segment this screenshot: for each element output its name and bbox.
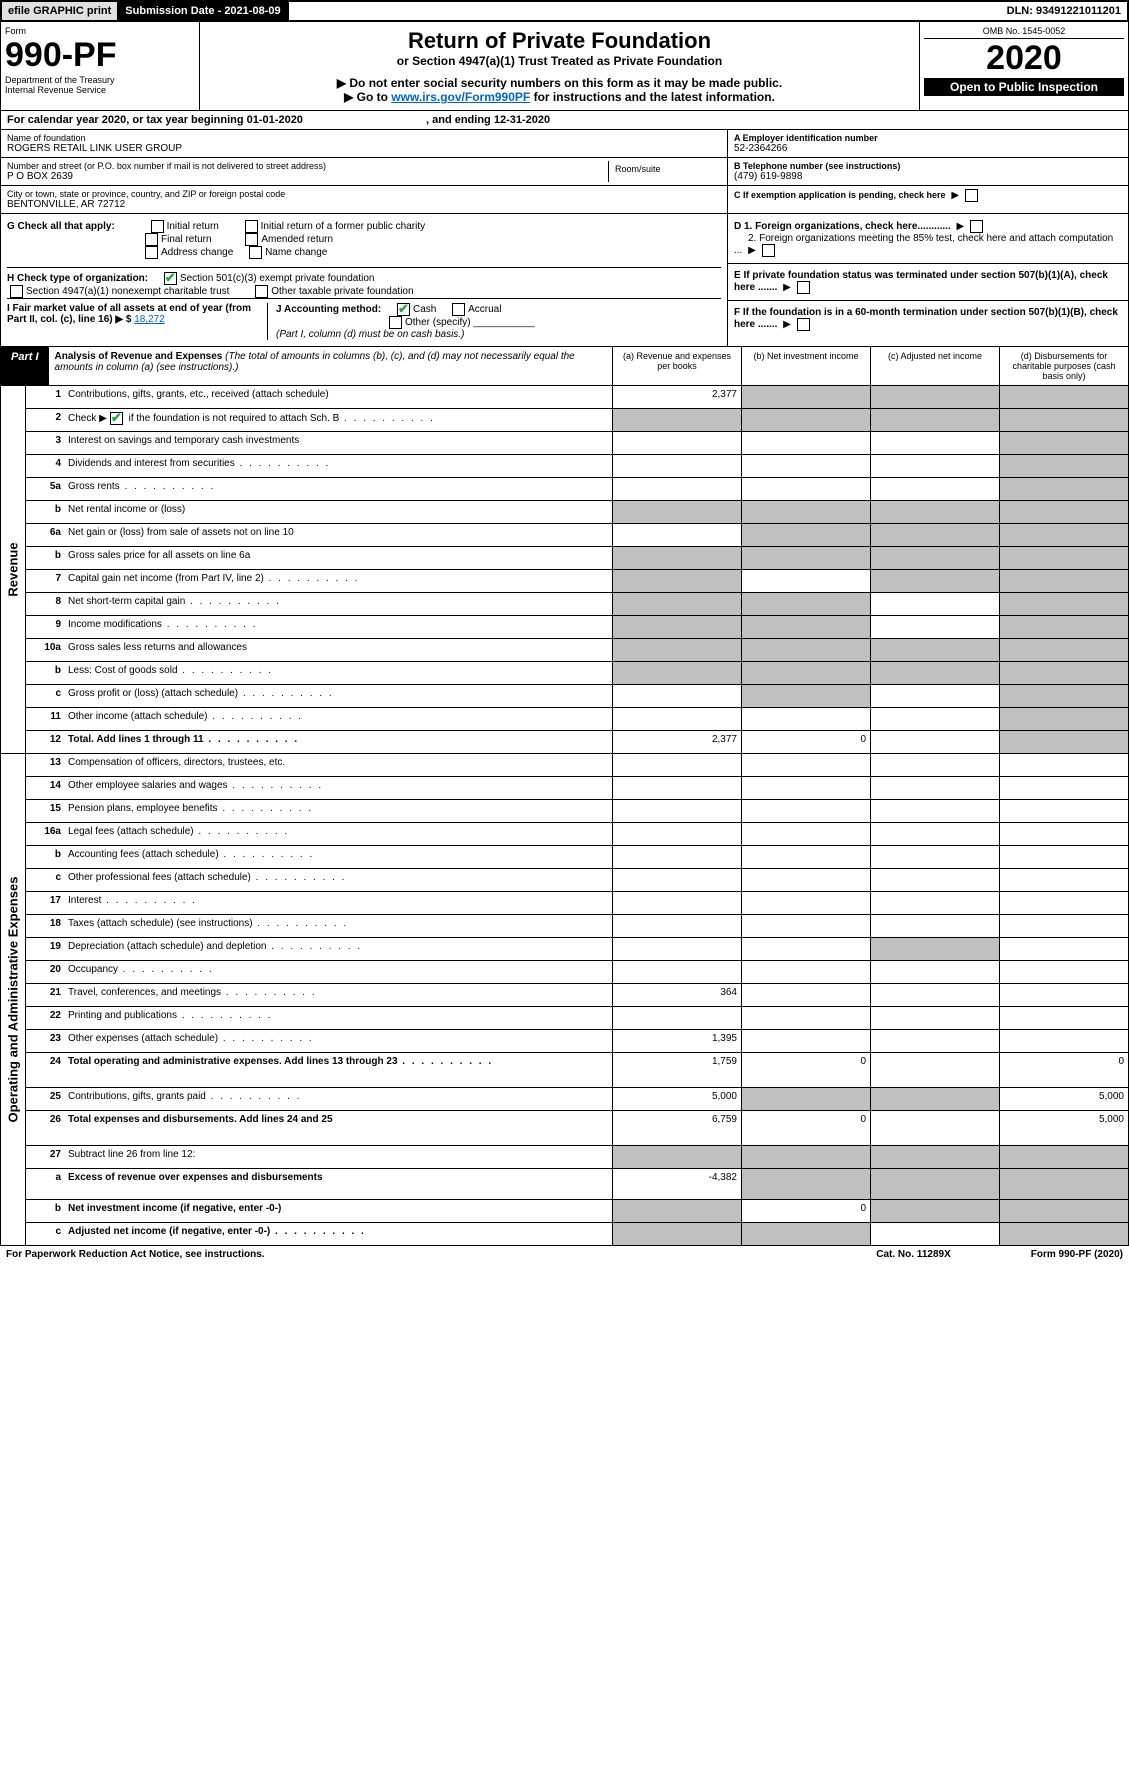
top-bar: efile GRAPHIC print Submission Date - 20…: [0, 0, 1129, 22]
c-label: C If exemption application is pending, c…: [734, 190, 946, 200]
col-a-header: (a) Revenue and expenses per books: [612, 347, 741, 385]
efile-print-button[interactable]: efile GRAPHIC print: [2, 2, 119, 20]
addr-label: Number and street (or P.O. box number if…: [7, 161, 608, 171]
address: P O BOX 2639: [7, 171, 608, 182]
c-checkbox[interactable]: [965, 189, 978, 202]
omb-number: OMB No. 1545-0052: [924, 26, 1124, 39]
form-title: Return of Private Foundation: [206, 28, 913, 54]
h-label: H Check type of organization:: [7, 273, 148, 284]
dln: DLN: 93491221011201: [1001, 2, 1127, 20]
dept-line-1: Department of the Treasury: [5, 75, 195, 85]
part-1-header: Part I Analysis of Revenue and Expenses …: [0, 347, 1129, 386]
entity-info: Name of foundation ROGERS RETAIL LINK US…: [0, 130, 1129, 214]
part-1-label: Part I: [1, 347, 49, 385]
j-cash-checkbox[interactable]: [397, 303, 410, 316]
submission-date: Submission Date - 2021-08-09: [119, 2, 288, 20]
f-label: F If the foundation is in a 60-month ter…: [734, 307, 1118, 330]
check-blocks: G Check all that apply: Initial return I…: [0, 214, 1129, 347]
revenue-table: Revenue 1Contributions, gifts, grants, e…: [0, 386, 1129, 754]
phone-value: (479) 619-9898: [734, 171, 1122, 182]
city-state-zip: BENTONVILLE, AR 72712: [7, 199, 721, 210]
footer-left: For Paperwork Reduction Act Notice, see …: [6, 1249, 265, 1260]
revenue-side-label: Revenue: [1, 386, 26, 753]
phone-label: B Telephone number (see instructions): [734, 161, 1122, 171]
room-label: Room/suite: [615, 164, 715, 174]
i-value: 18,272: [134, 314, 165, 325]
note-2: ▶ Go to www.irs.gov/Form990PF for instru…: [206, 90, 913, 104]
note-1: ▶ Do not enter social security numbers o…: [206, 76, 913, 90]
e-checkbox[interactable]: [797, 281, 810, 294]
i-label: I Fair market value of all assets at end…: [7, 303, 251, 325]
j-label: J Accounting method:: [276, 304, 381, 315]
g-address-checkbox[interactable]: [145, 246, 158, 259]
tax-year: 2020: [924, 39, 1124, 78]
g-final-checkbox[interactable]: [145, 233, 158, 246]
form-subtitle: or Section 4947(a)(1) Trust Treated as P…: [206, 54, 913, 68]
g-initial-checkbox[interactable]: [151, 220, 164, 233]
footer-mid: Cat. No. 11289X: [876, 1249, 950, 1260]
name-label: Name of foundation: [7, 133, 721, 143]
h-other-checkbox[interactable]: [255, 285, 268, 298]
h-4947-checkbox[interactable]: [10, 285, 23, 298]
d2-label: 2. Foreign organizations meeting the 85%…: [734, 233, 1113, 256]
form-header: Form 990-PF Department of the Treasury I…: [0, 22, 1129, 111]
col-d-header: (d) Disbursements for charitable purpose…: [999, 347, 1128, 385]
footer-right: Form 990-PF (2020): [1031, 1249, 1123, 1260]
expenses-side-label: Operating and Administrative Expenses: [1, 754, 26, 1245]
j-accrual-checkbox[interactable]: [452, 303, 465, 316]
form-number: 990-PF: [5, 36, 195, 75]
ein-label: A Employer identification number: [734, 133, 1122, 143]
f-checkbox[interactable]: [797, 318, 810, 331]
j-note: (Part I, column (d) must be on cash basi…: [276, 329, 464, 340]
d1-label: D 1. Foreign organizations, check here..…: [734, 221, 951, 232]
col-c-header: (c) Adjusted net income: [870, 347, 999, 385]
city-label: City or town, state or province, country…: [7, 189, 721, 199]
g-initial-former-checkbox[interactable]: [245, 220, 258, 233]
h-501c3-checkbox[interactable]: [164, 272, 177, 285]
dept-line-2: Internal Revenue Service: [5, 85, 195, 95]
irs-link[interactable]: www.irs.gov/Form990PF: [391, 90, 530, 104]
g-amended-checkbox[interactable]: [245, 233, 258, 246]
r2-checkbox[interactable]: [110, 412, 123, 425]
inspection-notice: Open to Public Inspection: [924, 78, 1124, 96]
form-label: Form: [5, 26, 195, 36]
calendar-year: For calendar year 2020, or tax year begi…: [0, 111, 1129, 130]
ein-value: 52-2364266: [734, 143, 1122, 154]
g-label: G Check all that apply:: [7, 221, 115, 232]
d2-checkbox[interactable]: [762, 244, 775, 257]
d1-checkbox[interactable]: [970, 220, 983, 233]
j-other-checkbox[interactable]: [389, 316, 402, 329]
page-footer: For Paperwork Reduction Act Notice, see …: [0, 1246, 1129, 1263]
expenses-table: Operating and Administrative Expenses 13…: [0, 754, 1129, 1246]
part-1-title: Analysis of Revenue and Expenses: [55, 351, 223, 362]
g-name-checkbox[interactable]: [249, 246, 262, 259]
col-b-header: (b) Net investment income: [741, 347, 870, 385]
foundation-name: ROGERS RETAIL LINK USER GROUP: [7, 143, 721, 154]
